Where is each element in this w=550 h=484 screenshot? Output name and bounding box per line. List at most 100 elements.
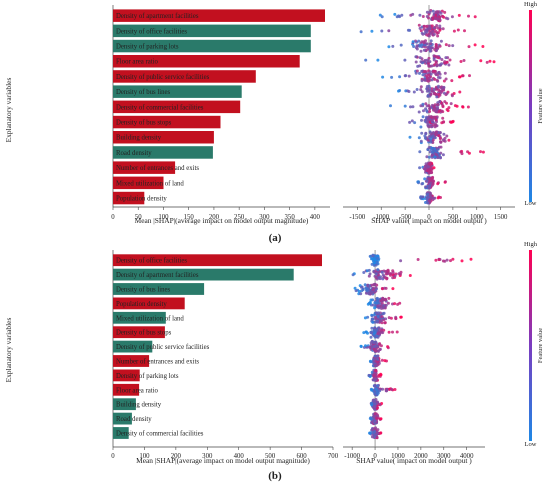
swarm-point (428, 194, 432, 198)
swarm-point (377, 311, 381, 315)
swarm-point (379, 344, 383, 348)
swarm-point (428, 124, 432, 128)
swarm-point (373, 301, 377, 305)
bar (113, 191, 145, 205)
swarm-point (365, 289, 369, 293)
swarm-point (375, 416, 379, 420)
swarm-point (426, 201, 430, 205)
bar (113, 146, 213, 159)
swarm-point (466, 105, 470, 109)
bar (113, 9, 325, 22)
swarm-point (363, 283, 367, 287)
swarm-point (414, 60, 418, 64)
swarm-point (439, 86, 442, 89)
swarm-point (420, 118, 423, 122)
swarm-point (427, 56, 431, 60)
swarm-point (373, 356, 376, 360)
swarm-point (425, 89, 429, 93)
swarm-point (434, 258, 438, 262)
swarm-point (437, 92, 441, 96)
swarm-point (451, 44, 455, 48)
swarm-point (362, 271, 366, 274)
swarm-point (481, 150, 485, 154)
swarm-point (374, 286, 378, 290)
swarm-point (371, 320, 375, 324)
swarm-point (435, 110, 439, 114)
swarm-point (460, 259, 464, 263)
bar-category-label: Mixed utilization of land (116, 180, 184, 187)
swarm-point (377, 349, 380, 353)
bar (113, 39, 311, 53)
swarm-point (430, 154, 434, 158)
swarm-point (436, 107, 439, 111)
swarm-point (430, 118, 434, 122)
swarm-point (380, 29, 384, 33)
swarm-point (461, 74, 465, 78)
bar-x-tick-label: 700 (328, 453, 339, 460)
swarm-point (440, 62, 443, 66)
swarm-point (372, 399, 376, 403)
swarm-point (391, 330, 394, 334)
bar-category-label: Population density (116, 301, 167, 308)
swarm-point (426, 193, 430, 196)
swarm-point (372, 283, 376, 287)
bar-x-tick-label: 100 (139, 453, 150, 460)
bar-category-label: Density of bus stops (116, 120, 172, 127)
bar (113, 55, 300, 68)
bar (113, 383, 140, 396)
swarm-point (370, 326, 374, 330)
swarm-point (376, 314, 380, 318)
swarm-point (371, 428, 375, 431)
swarm-point (443, 180, 447, 184)
swarm-point (378, 13, 382, 17)
swarm-point (427, 165, 430, 169)
swarm-point (428, 162, 432, 166)
swarm-point (428, 70, 432, 74)
swarm-point (428, 120, 432, 124)
swarm-point (418, 64, 422, 68)
swarm-point (407, 74, 411, 78)
swarm-point (435, 153, 438, 157)
swarm-point (393, 274, 397, 278)
swarm-point (434, 60, 438, 64)
swarm-point (368, 272, 372, 276)
bar-category-label: Road density (116, 416, 152, 423)
swarm-point (467, 14, 470, 18)
swarm-point (391, 44, 395, 48)
swarm-point (428, 110, 432, 113)
swarm-point (430, 168, 434, 171)
swarm-point (398, 75, 402, 79)
bar-category-label: Road density (116, 150, 152, 157)
swarm-point (369, 335, 373, 339)
bar-x-tick-label: 200 (209, 214, 220, 221)
swarm-point (456, 28, 460, 32)
swarm-point (432, 26, 436, 30)
swarm-point (359, 344, 363, 348)
swarm-point (427, 177, 431, 181)
bar (113, 131, 214, 144)
swarm-point (438, 18, 442, 22)
swarm-point (416, 258, 420, 261)
swarm-point (432, 69, 436, 73)
bar (113, 283, 205, 295)
swarm-point (425, 15, 429, 18)
swarm-point (367, 292, 371, 296)
swarm-point (382, 328, 386, 332)
bar-category-label: Density of office facilities (116, 258, 187, 265)
swarm-point (378, 389, 382, 393)
panel-a: Density of apartment facilities Density o… (4, 1, 544, 244)
swarm-point (431, 134, 435, 138)
swarm-point (436, 196, 440, 200)
swarm-point (417, 39, 421, 43)
swarm-point (436, 26, 440, 30)
swarm-point (439, 39, 443, 43)
swarm-point (370, 388, 374, 392)
swarm-point (375, 296, 379, 300)
swarm-x-tick-label: 2000 (414, 453, 428, 460)
swarm-point (399, 315, 403, 319)
swarm-point (419, 85, 423, 89)
swarm-point (427, 146, 431, 150)
swarm-point (431, 150, 434, 154)
swarm-point (423, 78, 427, 82)
swarm-point (429, 147, 433, 151)
